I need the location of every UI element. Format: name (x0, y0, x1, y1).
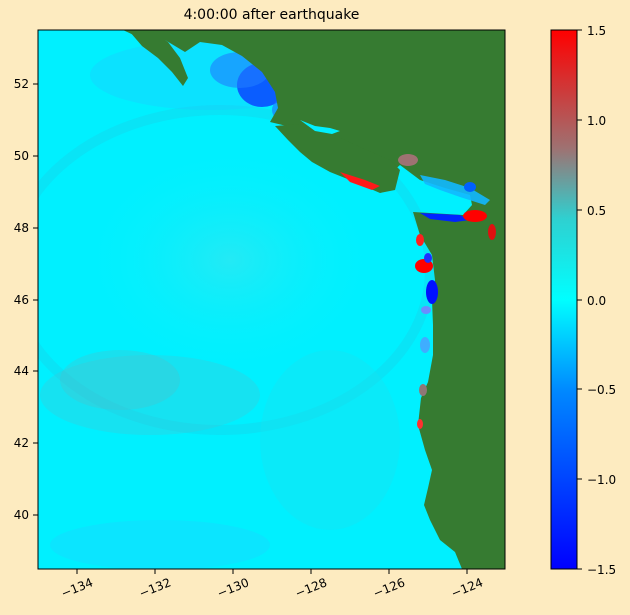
vancouver-island (275, 124, 400, 193)
y-tick-label: 40 (14, 508, 29, 522)
colorbar-tick-label: −1.5 (587, 563, 616, 577)
colorbar-gradient (550, 29, 578, 570)
x-tick-label: −124 (449, 575, 485, 600)
colorbar-tick-label: −0.5 (587, 383, 616, 397)
haida-gwaii (130, 32, 188, 86)
colorbar: 1.5 1.0 0.5 0.0 −0.5 −1.0 −1.5 (550, 24, 616, 577)
y-axis: 52 50 48 46 44 42 40 (14, 77, 38, 522)
y-tick-label: 44 (14, 364, 29, 378)
colorbar-tick-label: 0.5 (587, 204, 606, 218)
y-tick-label: 48 (14, 221, 29, 235)
colorbar-tick-label: 1.0 (587, 114, 606, 128)
map-area (38, 30, 505, 569)
colorbar-tick-label: 1.5 (587, 24, 606, 38)
x-tick-label: −132 (137, 575, 173, 600)
y-tick-label: 46 (14, 293, 29, 307)
x-tick-label: −126 (371, 575, 407, 600)
map-title: 4:00:00 after earthquake (183, 7, 360, 23)
y-tick-label: 52 (14, 77, 29, 91)
y-tick-label: 50 (14, 149, 29, 163)
x-tick-label: −134 (59, 575, 95, 600)
x-tick-label: −130 (215, 575, 251, 600)
y-tick-label: 42 (14, 436, 29, 450)
x-tick-label: −128 (293, 575, 329, 600)
colorbar-tick-label: 0.0 (587, 294, 606, 308)
x-axis: −134 −132 −130 −128 −126 −124 (59, 569, 485, 601)
colorbar-tick-label: −1.0 (587, 473, 616, 487)
